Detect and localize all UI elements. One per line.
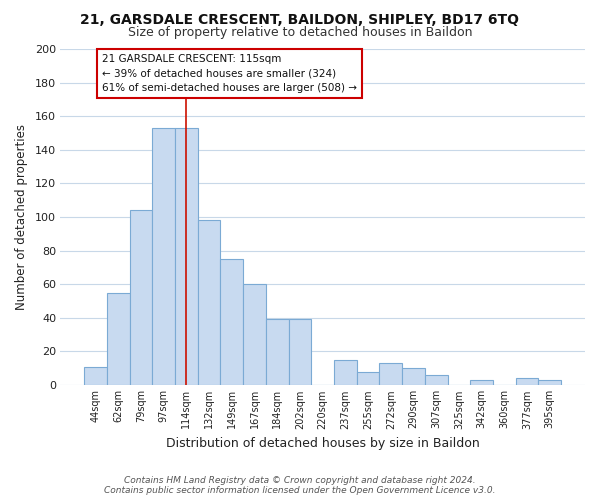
Bar bbox=[107, 292, 130, 385]
Text: Contains public sector information licensed under the Open Government Licence v3: Contains public sector information licen… bbox=[104, 486, 496, 495]
Text: Contains HM Land Registry data © Crown copyright and database right 2024.: Contains HM Land Registry data © Crown c… bbox=[124, 476, 476, 485]
Bar bbox=[84, 366, 107, 385]
Bar bbox=[516, 378, 538, 385]
Y-axis label: Number of detached properties: Number of detached properties bbox=[15, 124, 28, 310]
Text: 21 GARSDALE CRESCENT: 115sqm
← 39% of detached houses are smaller (324)
61% of s: 21 GARSDALE CRESCENT: 115sqm ← 39% of de… bbox=[102, 54, 357, 93]
Bar bbox=[538, 380, 561, 385]
Bar bbox=[289, 320, 311, 385]
X-axis label: Distribution of detached houses by size in Baildon: Distribution of detached houses by size … bbox=[166, 437, 479, 450]
Bar bbox=[425, 375, 448, 385]
Bar bbox=[197, 220, 220, 385]
Bar bbox=[152, 128, 175, 385]
Bar bbox=[356, 372, 379, 385]
Bar bbox=[470, 380, 493, 385]
Bar bbox=[175, 128, 197, 385]
Bar bbox=[266, 320, 289, 385]
Bar bbox=[220, 259, 243, 385]
Text: 21, GARSDALE CRESCENT, BAILDON, SHIPLEY, BD17 6TQ: 21, GARSDALE CRESCENT, BAILDON, SHIPLEY,… bbox=[80, 12, 520, 26]
Bar bbox=[379, 363, 402, 385]
Bar bbox=[243, 284, 266, 385]
Bar bbox=[402, 368, 425, 385]
Bar bbox=[334, 360, 356, 385]
Bar bbox=[130, 210, 152, 385]
Text: Size of property relative to detached houses in Baildon: Size of property relative to detached ho… bbox=[128, 26, 472, 39]
